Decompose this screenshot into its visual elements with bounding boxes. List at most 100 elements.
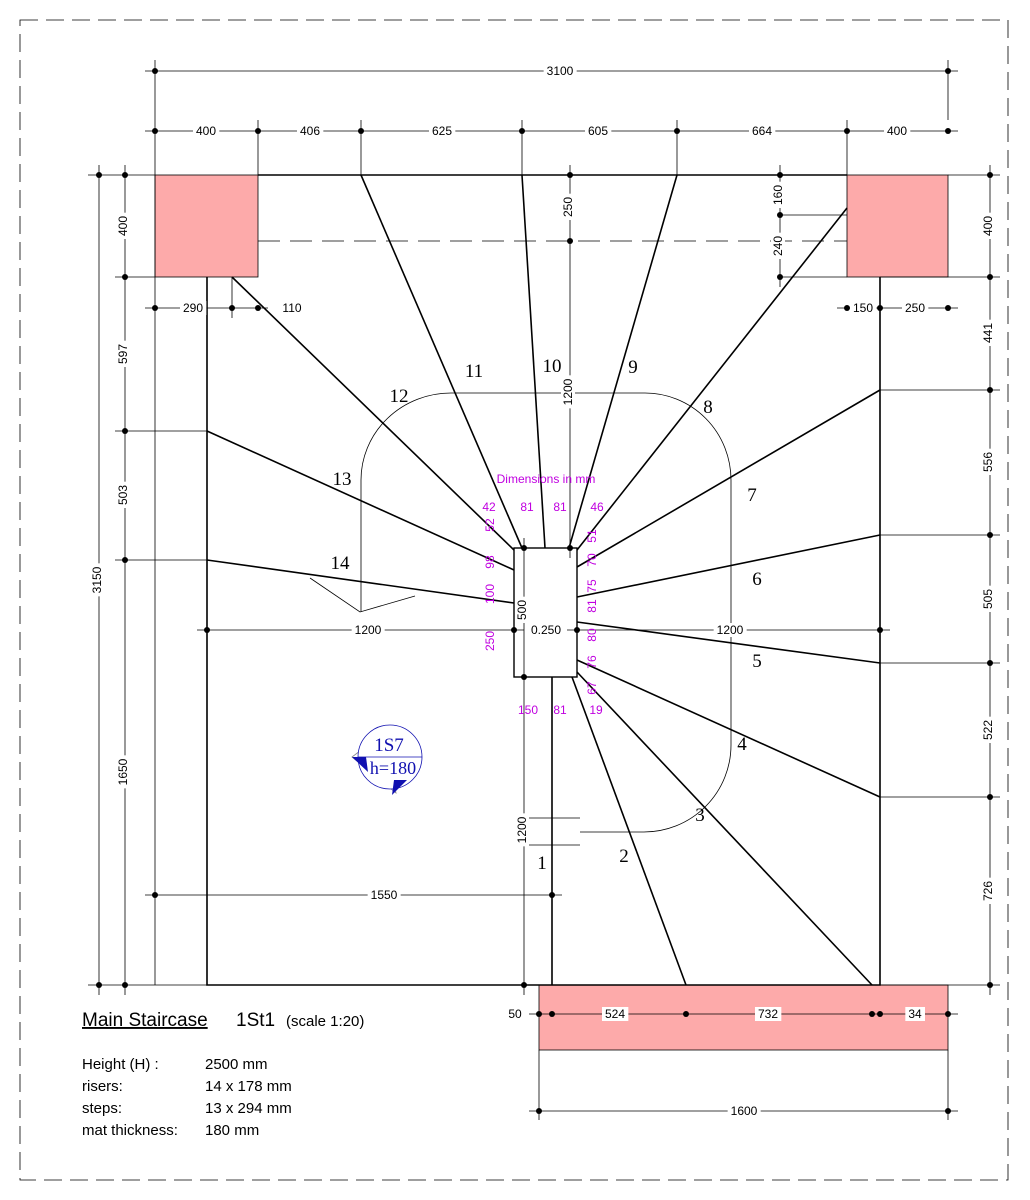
pillar-2 bbox=[846, 174, 949, 278]
dimension-label: 605 bbox=[588, 124, 608, 138]
newel-dimension-label: 81 bbox=[553, 703, 567, 717]
newel-dimension-label: 80 bbox=[585, 628, 599, 642]
walking-line bbox=[360, 392, 732, 833]
dimension-label: 1650 bbox=[116, 758, 130, 785]
newel-dimension-label: 76 bbox=[585, 655, 599, 669]
level-tag-id: 1S7 bbox=[374, 735, 404, 756]
tread-line-7 bbox=[576, 389, 881, 568]
newel-dimension-label: 67 bbox=[585, 681, 599, 695]
newel-dimension-label: 52 bbox=[483, 518, 497, 532]
dimension-label: 400 bbox=[196, 124, 216, 138]
dimension-label: 250 bbox=[905, 301, 925, 315]
tread-line-12 bbox=[231, 276, 515, 551]
dimension-label: 406 bbox=[300, 124, 320, 138]
tread-line-5 bbox=[576, 621, 881, 664]
staircase-name: Main Staircase bbox=[82, 1010, 208, 1031]
dimension-label: 290 bbox=[183, 301, 203, 315]
dimension-label: 3100 bbox=[547, 64, 574, 78]
dimension-label: 0.250 bbox=[531, 623, 561, 637]
newel-dimension-label: 250 bbox=[483, 631, 497, 651]
newel-dimension-label: 100 bbox=[483, 584, 497, 604]
tread-line-10 bbox=[521, 174, 546, 549]
dimension-label: 726 bbox=[981, 881, 995, 901]
tread-line-14 bbox=[206, 559, 515, 604]
height-label: Height (H) : bbox=[82, 1056, 159, 1073]
step-number: 2 bbox=[619, 846, 629, 867]
staircase-code: 1St1 bbox=[236, 1010, 275, 1031]
dimension-label: 160 bbox=[771, 185, 785, 205]
dimension-label: 732 bbox=[758, 1007, 778, 1021]
tread-line-4 bbox=[576, 659, 881, 798]
dimension-label: 625 bbox=[432, 124, 452, 138]
step-number: 7 bbox=[747, 485, 757, 506]
dimension-label: 400 bbox=[116, 216, 130, 236]
tread-line-3 bbox=[576, 671, 873, 986]
dimension-label: 1200 bbox=[355, 623, 382, 637]
mat-thickness-value: 180 mm bbox=[205, 1122, 259, 1139]
dimension-label: 240 bbox=[771, 236, 785, 256]
newel-dimension-label: 70 bbox=[585, 553, 599, 567]
newel-dimension-label: 98 bbox=[483, 555, 497, 569]
dimension-label: 1550 bbox=[371, 888, 398, 902]
steps-value: 13 x 294 mm bbox=[205, 1100, 292, 1117]
dimension-label: 1600 bbox=[731, 1104, 758, 1118]
dimension-label: 1200 bbox=[515, 816, 529, 843]
step-number: 14 bbox=[331, 553, 351, 574]
dimension-label: 150 bbox=[853, 301, 873, 315]
step-number: 12 bbox=[390, 386, 409, 407]
tread-line-11 bbox=[360, 174, 523, 549]
step-number: 4 bbox=[737, 734, 747, 755]
dimension-label: 110 bbox=[282, 301, 301, 315]
pillar-1 bbox=[154, 174, 259, 278]
step-number: 3 bbox=[695, 805, 705, 826]
risers-value: 14 x 178 mm bbox=[205, 1078, 292, 1095]
newel-dimension-label: 75 bbox=[585, 579, 599, 593]
dimension-label: 400 bbox=[981, 216, 995, 236]
step-number: 1 bbox=[537, 853, 547, 874]
level-tag-height: h=180 bbox=[370, 758, 416, 778]
tread-line-8 bbox=[576, 207, 848, 551]
newel-dimension-label: Dimensions in mm bbox=[497, 472, 596, 486]
dimension-label: 1200 bbox=[561, 378, 575, 405]
dimension-label: 505 bbox=[981, 589, 995, 609]
newel-dimension-label: 42 bbox=[482, 500, 496, 514]
newel-dimension-label: 81 bbox=[520, 500, 534, 514]
steps-label: steps: bbox=[82, 1100, 122, 1117]
step-number: 9 bbox=[628, 357, 638, 378]
risers-label: risers: bbox=[82, 1078, 123, 1095]
height-value: 2500 mm bbox=[205, 1056, 268, 1073]
tread-line-13 bbox=[206, 430, 515, 571]
title-block: Main Staircase 1St1 (scale 1:20) Height … bbox=[82, 1010, 364, 1139]
dimension-label: 500 bbox=[515, 600, 529, 620]
dimension-label: 250 bbox=[561, 197, 575, 217]
dimension-label: 556 bbox=[981, 452, 995, 472]
dimension-label: 664 bbox=[752, 124, 772, 138]
dimension-label: 503 bbox=[116, 485, 130, 505]
dimension-label: 1200 bbox=[717, 623, 744, 637]
dimension-lines bbox=[88, 60, 1000, 1120]
sheet-border bbox=[19, 19, 1009, 1181]
dimension-label: 597 bbox=[116, 344, 130, 364]
newel-dimension-label: 150 bbox=[518, 703, 538, 717]
dimension-label: 50 bbox=[508, 1007, 522, 1021]
dimension-label: 3150 bbox=[90, 566, 104, 593]
newel-dimension-label: 81 bbox=[553, 500, 567, 514]
dimension-label: 522 bbox=[981, 720, 995, 740]
step-number: 11 bbox=[465, 361, 483, 382]
pillar-3 bbox=[538, 984, 949, 1051]
dimension-label: 400 bbox=[887, 124, 907, 138]
newel-dimension-label: 51 bbox=[585, 529, 599, 543]
level-tag: 1S7 h=180 bbox=[351, 724, 423, 795]
dimension-label: 34 bbox=[908, 1007, 922, 1021]
step-number: 6 bbox=[752, 569, 762, 590]
newel-dimension-label: 19 bbox=[589, 703, 603, 717]
dimension-label: 441 bbox=[981, 323, 995, 343]
step-number: 8 bbox=[703, 397, 713, 418]
step-number: 13 bbox=[333, 469, 352, 490]
newel-dimension-label: 46 bbox=[590, 500, 604, 514]
tread-line-2 bbox=[571, 676, 687, 986]
tread-line-9 bbox=[568, 174, 678, 549]
newel-dimension-label: 81 bbox=[585, 599, 599, 613]
dimension-label: 524 bbox=[605, 1007, 625, 1021]
